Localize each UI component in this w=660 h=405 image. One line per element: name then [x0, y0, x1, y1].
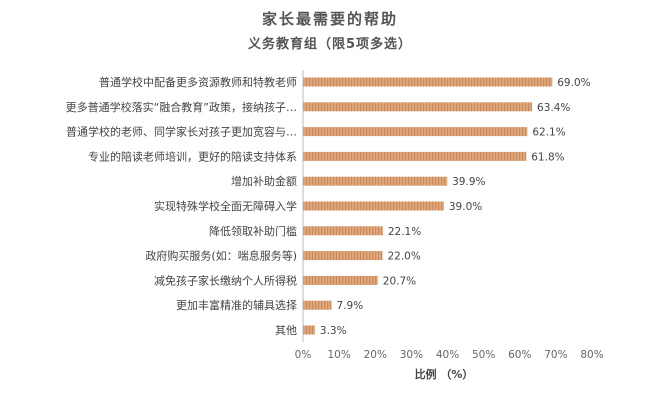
bar — [303, 201, 444, 211]
category-label: 增加补助金额 — [231, 174, 297, 188]
value-label: 39.9% — [452, 176, 485, 188]
category-label: 减免孩子家长缴纳个人所得税 — [154, 273, 297, 287]
value-label: 22.0% — [387, 251, 420, 263]
chart-title: 家长最需要的帮助 — [262, 10, 398, 28]
value-label: 20.7% — [383, 275, 416, 287]
bar — [303, 226, 383, 236]
value-label: 69.0% — [557, 77, 590, 89]
value-label: 22.1% — [388, 226, 421, 238]
category-label: 降低领取补助门槛 — [209, 224, 297, 238]
value-label: 3.3% — [320, 325, 347, 337]
bar — [303, 102, 533, 112]
value-label: 7.9% — [337, 300, 364, 312]
x-tick-label: 70% — [544, 349, 567, 361]
bars-layer: 普通学校中配备更多资源教师和特教老师 69.0% 更多普通学校落实“融合教育”政策，… — [66, 75, 591, 337]
category-label: 更多普通学校落实“融合教育”政策，接纳孩子… — [66, 100, 297, 114]
bar — [303, 151, 527, 161]
value-label: 63.4% — [537, 102, 570, 114]
bar — [303, 127, 528, 137]
bar — [303, 300, 332, 310]
x-axis: 0% 10% 20% 30% 40% 50% 60% 70% 80% — [295, 70, 604, 361]
bar — [303, 275, 378, 285]
x-tick-label: 80% — [580, 349, 603, 361]
bar — [303, 325, 315, 335]
value-label: 62.1% — [532, 127, 565, 139]
bar — [303, 77, 553, 87]
x-tick-label: 40% — [436, 349, 459, 361]
bar — [303, 176, 448, 186]
value-label: 61.8% — [531, 151, 564, 163]
category-label: 普通学校中配备更多资源教师和特教老师 — [99, 75, 297, 89]
x-tick-label: 50% — [472, 349, 495, 361]
x-tick-label: 30% — [400, 349, 423, 361]
x-tick-label: 20% — [364, 349, 387, 361]
x-tick-label: 10% — [327, 349, 350, 361]
category-label: 普通学校的老师、同学家长对孩子更加宽容与… — [66, 125, 297, 139]
bar — [303, 251, 383, 261]
category-label: 更加丰富精准的辅具选择 — [176, 298, 297, 312]
x-tick-label: 60% — [508, 349, 531, 361]
category-label: 政府购买服务(如：喘息服务等) — [145, 249, 297, 263]
value-label: 39.0% — [449, 201, 482, 213]
x-tick-label: 0% — [295, 349, 312, 361]
category-label: 实现特殊学校全面无障碍入学 — [154, 199, 297, 213]
x-axis-title: 比例 （%） — [415, 367, 474, 381]
category-label: 其他 — [275, 324, 297, 337]
category-label: 专业的陪读老师培训，更好的陪读支持体系 — [88, 149, 297, 163]
chart-subtitle: 义务教育组（限5项多选） — [248, 36, 412, 52]
